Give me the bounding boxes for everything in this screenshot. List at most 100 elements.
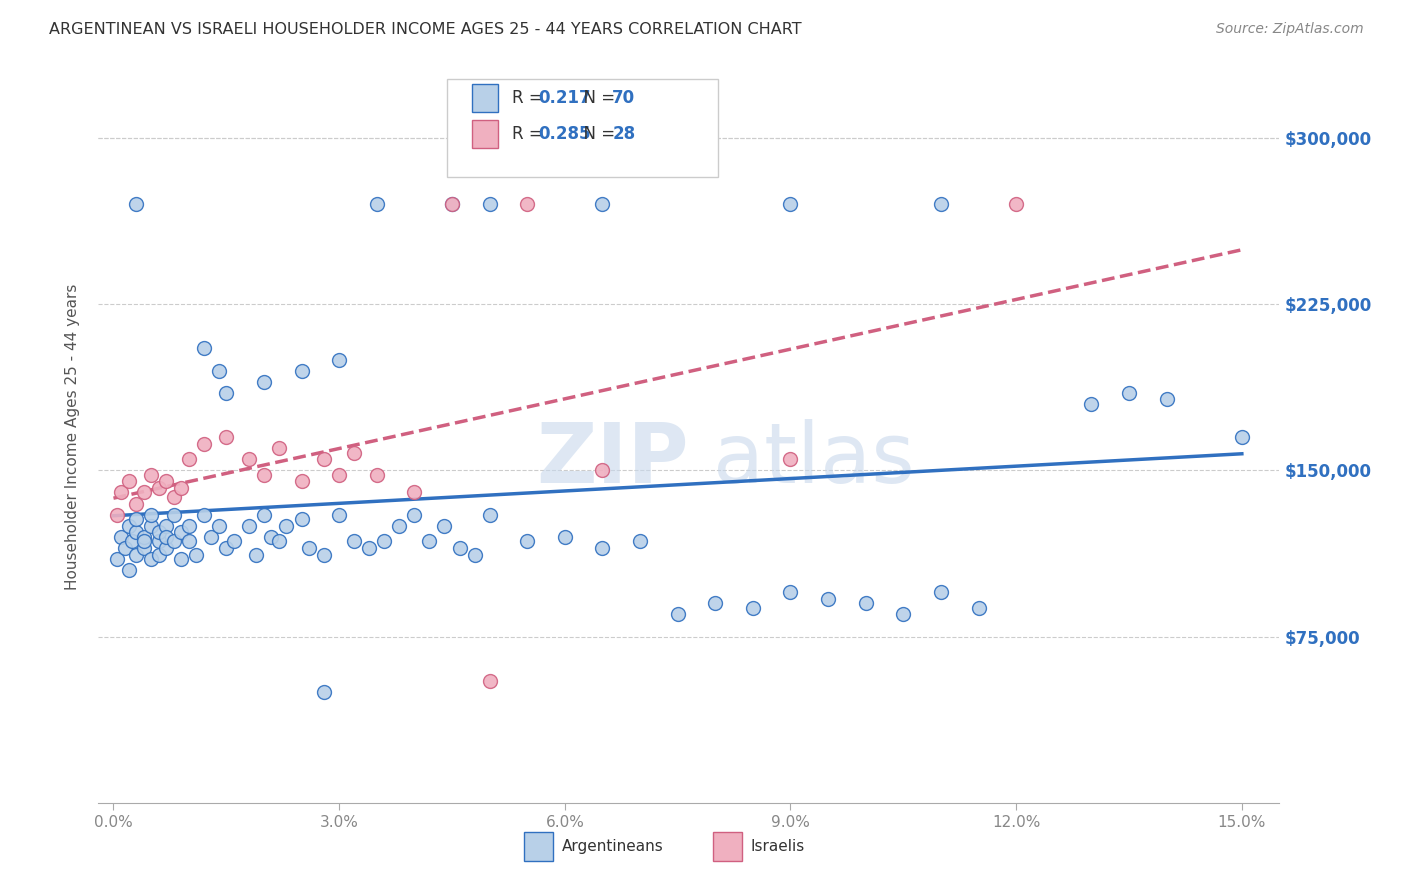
Point [170,481,193,495]
Point [222,534,245,549]
Point [891,607,914,622]
FancyBboxPatch shape [471,84,498,112]
Text: Israelis: Israelis [751,839,804,855]
Point [1156,392,1178,407]
Point [741,600,763,615]
Text: R =: R = [512,88,548,107]
Point [253,467,276,482]
Point [591,197,613,211]
Point [328,352,350,367]
Point [245,548,267,562]
Point [478,508,501,522]
Point [628,534,651,549]
Point [238,452,260,467]
Point [177,534,200,549]
Point [155,475,177,489]
Point [328,508,350,522]
Point [139,552,162,566]
Point [267,441,290,455]
Point [817,591,839,606]
Point [114,541,136,555]
Point [155,541,177,555]
Point [139,467,162,482]
Point [516,534,538,549]
Point [163,508,186,522]
Point [1230,430,1253,444]
Point [193,508,215,522]
Point [779,197,801,211]
Point [125,525,148,540]
Point [155,518,177,533]
Point [193,436,215,450]
Point [1118,385,1140,400]
Point [464,548,486,562]
Point [208,363,231,377]
Point [148,534,170,549]
Point [276,518,298,533]
Point [1005,197,1028,211]
Point [929,197,952,211]
Point [290,475,312,489]
Text: R =: R = [512,125,548,144]
Text: 0.217: 0.217 [537,88,591,107]
Point [193,342,215,356]
Point [554,530,576,544]
Text: Source: ZipAtlas.com: Source: ZipAtlas.com [1216,22,1364,37]
Point [328,467,350,482]
Point [388,518,411,533]
Text: N =: N = [574,125,620,144]
Point [591,463,613,477]
Point [298,541,321,555]
Point [478,197,501,211]
Point [1080,397,1102,411]
Point [105,552,128,566]
Point [359,541,381,555]
Text: 70: 70 [612,88,636,107]
Point [478,673,501,688]
Point [139,518,162,533]
Point [591,541,613,555]
Point [433,518,456,533]
Point [132,485,155,500]
Point [779,585,801,599]
Text: ZIP: ZIP [537,418,689,500]
Text: atlas: atlas [713,418,914,500]
Point [215,385,238,400]
FancyBboxPatch shape [447,78,718,178]
Point [314,548,336,562]
Point [125,497,148,511]
Point [967,600,990,615]
Point [170,552,193,566]
Point [666,607,689,622]
Point [215,430,238,444]
Point [117,563,139,577]
FancyBboxPatch shape [471,120,498,148]
Text: 0.285: 0.285 [537,125,591,144]
Point [132,541,155,555]
Point [132,534,155,549]
Point [125,197,148,211]
FancyBboxPatch shape [523,832,553,862]
Point [929,585,952,599]
Point [177,518,200,533]
Point [117,518,139,533]
Point [260,530,283,544]
Text: 28: 28 [612,125,636,144]
Point [121,534,143,549]
Point [373,534,395,549]
Point [440,197,463,211]
Point [148,481,170,495]
Point [163,490,186,504]
FancyBboxPatch shape [713,832,742,862]
Point [215,541,238,555]
Point [779,452,801,467]
Point [110,485,132,500]
Point [155,530,177,544]
Point [314,685,336,699]
Point [366,197,388,211]
Point [516,197,538,211]
Point [110,530,132,544]
Point [440,197,463,211]
Point [170,525,193,540]
Point [105,508,128,522]
